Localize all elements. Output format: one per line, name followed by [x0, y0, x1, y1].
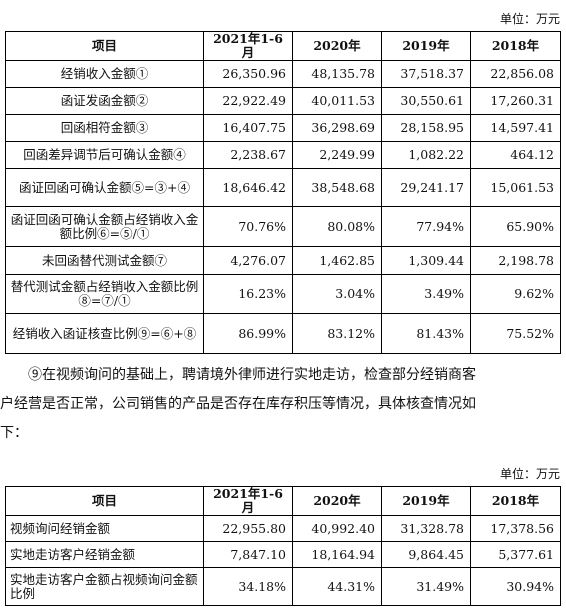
row-label: 函证回函可确认金额占经销收入金额比例⑥=⑤/①	[5, 206, 204, 247]
table-row: 视频询问经销金额 22,955.80 40,992.40 31,328.78 1…	[5, 515, 561, 542]
cell-value: 30.94%	[470, 567, 561, 606]
verification-table: 项目 2021年1-6月 2020年 2019年 2018年 经销收入金额① 2…	[5, 31, 561, 354]
table-row: 实地走访客户金额占视频询问金额比例 34.18% 44.31% 31.49% 3…	[5, 567, 561, 606]
cell-value: 81.43%	[381, 313, 471, 354]
cell-value: 77.94%	[381, 206, 471, 247]
unit-label-bottom: 单位：万元	[499, 467, 560, 481]
paragraph-line: 下：	[0, 425, 28, 441]
cell-value: 83.12%	[292, 313, 382, 354]
cell-value: 2,238.67	[203, 141, 293, 169]
header-cell-2019: 2019年	[381, 486, 471, 516]
table-header-row: 项目 2021年1-6月 2020年 2019年 2018年	[5, 31, 561, 61]
table-row: 函证回函可确认金额⑤=③+④ 18,646.42 38,548.68 29,24…	[5, 168, 561, 207]
row-label: 回函相符金额③	[5, 114, 204, 142]
header-cell-item: 项目	[5, 31, 204, 61]
cell-value: 86.99%	[203, 313, 293, 354]
table-row: 未回函替代测试金额⑦ 4,276.07 1,462.85 1,309.44 2,…	[5, 246, 561, 275]
row-label: 实地走访客户金额占视频询问金额比例	[5, 567, 204, 606]
cell-value: 22,856.08	[470, 60, 561, 88]
header-cell-2018: 2018年	[470, 486, 561, 516]
cell-value: 15,061.53	[470, 168, 561, 207]
row-label: 实地走访客户经销金额	[5, 541, 204, 568]
row-label: 经销收入金额①	[5, 60, 204, 88]
row-label: 函证回函可确认金额⑤=③+④	[5, 168, 204, 207]
header-cell-2021h1: 2021年1-6月	[203, 486, 293, 516]
cell-value: 30,550.61	[381, 87, 471, 115]
header-cell-2021h1: 2021年1-6月	[203, 31, 293, 61]
cell-value: 40,011.53	[292, 87, 382, 115]
row-label: 回函差异调节后可确认金额④	[5, 141, 204, 169]
cell-value: 28,158.95	[381, 114, 471, 142]
cell-value: 1,082.22	[381, 141, 471, 169]
row-label: 未回函替代测试金额⑦	[5, 246, 204, 275]
table-row: 回函相符金额③ 16,407.75 36,298.69 28,158.95 14…	[5, 114, 561, 142]
cell-value: 1,462.85	[292, 246, 382, 275]
row-label: 替代测试金额占经销收入金额比例⑧=⑦/①	[5, 274, 204, 314]
cell-value: 5,377.61	[470, 541, 561, 568]
row-label: 视频询问经销金额	[5, 515, 204, 542]
table-row: 实地走访客户经销金额 7,847.10 18,164.94 9,864.45 5…	[5, 541, 561, 568]
cell-value: 48,135.78	[292, 60, 382, 88]
cell-value: 17,378.56	[470, 515, 561, 542]
body-paragraph: ⑨在视频询问的基础上，聘请境外律师进行实地走访，检查部分经销商客 户经营是否正常…	[0, 361, 560, 448]
cell-value: 22,922.49	[203, 87, 293, 115]
cell-value: 44.31%	[292, 567, 382, 606]
header-cell-2019: 2019年	[381, 31, 471, 61]
cell-value: 75.52%	[470, 313, 561, 354]
table-row: 函证回函可确认金额占经销收入金额比例⑥=⑤/① 70.76% 80.08% 77…	[5, 206, 561, 247]
cell-value: 29,241.17	[381, 168, 471, 207]
cell-value: 16.23%	[203, 274, 293, 314]
paragraph-line: 户经营是否正常，公司销售的产品是否存在库存积压等情况，具体核查情况如	[0, 396, 476, 412]
row-label: 经销收入函证核查比例⑨=⑥+⑧	[5, 313, 204, 354]
table-row: 经销收入金额① 26,350.96 48,135.78 37,518.37 22…	[5, 60, 561, 88]
cell-value: 26,350.96	[203, 60, 293, 88]
cell-value: 2,249.99	[292, 141, 382, 169]
cell-value: 18,646.42	[203, 168, 293, 207]
table-row: 函证发函金额② 22,922.49 40,011.53 30,550.61 17…	[5, 87, 561, 115]
cell-value: 2,198.78	[470, 246, 561, 275]
header-cell-2020: 2020年	[292, 486, 382, 516]
cell-value: 31.49%	[381, 567, 471, 606]
cell-value: 34.18%	[203, 567, 293, 606]
table-row: 替代测试金额占经销收入金额比例⑧=⑦/① 16.23% 3.04% 3.49% …	[5, 274, 561, 314]
cell-value: 70.76%	[203, 206, 293, 247]
visit-table: 项目 2021年1-6月 2020年 2019年 2018年 视频询问经销金额 …	[5, 486, 561, 606]
header-cell-item: 项目	[5, 486, 204, 516]
table-header-row: 项目 2021年1-6月 2020年 2019年 2018年	[5, 486, 561, 516]
cell-value: 1,309.44	[381, 246, 471, 275]
cell-value: 36,298.69	[292, 114, 382, 142]
header-cell-2020: 2020年	[292, 31, 382, 61]
cell-value: 18,164.94	[292, 541, 382, 568]
row-label: 函证发函金额②	[5, 87, 204, 115]
cell-value: 17,260.31	[470, 87, 561, 115]
header-cell-2018: 2018年	[470, 31, 561, 61]
cell-value: 7,847.10	[203, 541, 293, 568]
cell-value: 3.04%	[292, 274, 382, 314]
paragraph-line: ⑨在视频询问的基础上，聘请境外律师进行实地走访，检查部分经销商客	[28, 367, 476, 383]
cell-value: 9,864.45	[381, 541, 471, 568]
cell-value: 37,518.37	[381, 60, 471, 88]
cell-value: 9.62%	[470, 274, 561, 314]
cell-value: 16,407.75	[203, 114, 293, 142]
cell-value: 464.12	[470, 141, 561, 169]
cell-value: 3.49%	[381, 274, 471, 314]
unit-label-top: 单位：万元	[499, 12, 560, 26]
cell-value: 14,597.41	[470, 114, 561, 142]
cell-value: 80.08%	[292, 206, 382, 247]
table-row: 回函差异调节后可确认金额④ 2,238.67 2,249.99 1,082.22…	[5, 141, 561, 169]
cell-value: 31,328.78	[381, 515, 471, 542]
cell-value: 4,276.07	[203, 246, 293, 275]
table-row: 经销收入函证核查比例⑨=⑥+⑧ 86.99% 83.12% 81.43% 75.…	[5, 313, 561, 354]
cell-value: 65.90%	[470, 206, 561, 247]
cell-value: 38,548.68	[292, 168, 382, 207]
cell-value: 22,955.80	[203, 515, 293, 542]
cell-value: 40,992.40	[292, 515, 382, 542]
